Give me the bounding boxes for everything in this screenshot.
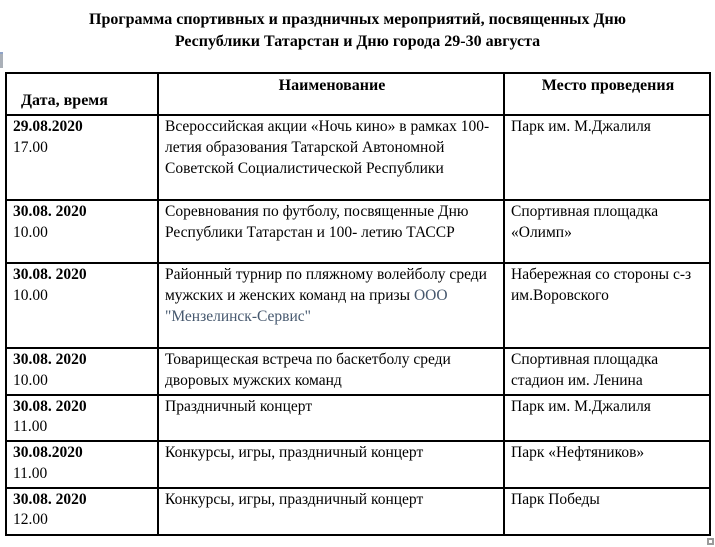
event-date: 30.08. 2020 (13, 203, 87, 220)
event-date: 29.08.2020 (13, 118, 83, 135)
event-name-text: Соревнования по футболу, посвященные Дню… (165, 203, 469, 241)
event-date-cell: 30.08. 2020 10.00 (5, 199, 159, 264)
table-resize-handle-icon[interactable] (707, 538, 714, 545)
event-date: 30.08.2020 (13, 444, 83, 462)
event-name: Праздничный концерт (157, 393, 505, 443)
margin-cursor-artifact (0, 52, 3, 68)
event-name-text: Всероссийская акции «Ночь кино» в рамках… (165, 118, 490, 177)
page-title-line-1: Программа спортивных и праздничных мероп… (89, 11, 626, 28)
event-name-highlight: ООО "Мензелинск-Сервис" (165, 286, 448, 325)
event-place: Парк им. М.Джалиля (503, 393, 711, 443)
table-row: 30.08. 2020 11.00 Праздничный концерт Па… (5, 393, 711, 443)
table-row: 30.08.2020 11.00 Конкурсы, игры, праздни… (5, 440, 711, 489)
event-date-cell: 30.08. 2020 11.00 (5, 393, 159, 443)
table-row: 30.08. 2020 10.00 Соревнования по футбол… (5, 199, 711, 264)
event-date-cell: 30.08. 2020 12.00 (5, 486, 159, 536)
event-time: 17.00 (13, 138, 48, 156)
events-table: Дата, время Наименование Место проведени… (5, 72, 711, 536)
event-time: 12.00 (13, 511, 48, 529)
event-time: 10.00 (13, 286, 48, 304)
event-name-text: Районный турнир по пляжному волейболу ср… (165, 266, 487, 304)
event-date-cell: 30.08. 2020 10.00 (5, 262, 159, 349)
event-date: 30.08. 2020 (13, 490, 87, 508)
event-name-text: Конкурсы, игры, праздничный концерт (165, 490, 424, 508)
table-row: 30.08. 2020 10.00 Товарищеская встреча п… (5, 347, 711, 396)
event-place: Парк им. М.Джалиля (503, 114, 711, 201)
event-time: 11.00 (13, 464, 48, 482)
page-title-line-2: Республики Татарстан и Дню города 29-30 … (174, 33, 541, 51)
event-name-text: Праздничный концерт (165, 397, 313, 415)
event-name: Соревнования по футболу, посвященные Дню… (157, 199, 505, 264)
event-time: 11.00 (13, 418, 48, 436)
header-name: Наименование (157, 72, 505, 116)
event-place: Спортивная площадка «Олимп» (503, 199, 711, 264)
table-row: 30.08. 2020 12.00 Конкурсы, игры, праздн… (5, 486, 711, 536)
page-title: Программа спортивных и праздничных мероп… (0, 0, 715, 53)
event-name: Районный турнир по пляжному волейболу ср… (157, 262, 505, 349)
table-row: 30.08. 2020 10.00 Районный турнир по пля… (5, 262, 711, 349)
header-place: Место проведения (503, 72, 711, 116)
event-date-cell: 30.08.2020 11.00 (5, 440, 159, 489)
event-date: 30.08. 2020 (13, 397, 87, 415)
event-place: Набережная со стороны с-з им.Воровского (503, 262, 711, 349)
event-date-cell: 30.08. 2020 10.00 (5, 347, 159, 396)
event-name: Конкурсы, игры, праздничный концерт (157, 486, 505, 536)
table-row: 29.08.2020 17.00 Всероссийская акции «Но… (5, 114, 711, 201)
header-date-time: Дата, время (5, 72, 159, 116)
event-name-text: Конкурсы, игры, праздничный концерт (165, 444, 424, 462)
event-place: Парк «Нефтяников» (503, 440, 711, 489)
table-body: 29.08.2020 17.00 Всероссийская акции «Но… (5, 114, 711, 536)
event-date: 30.08. 2020 (13, 266, 87, 283)
event-name: Всероссийская акции «Ночь кино» в рамках… (157, 114, 505, 201)
event-name-text: Товарищеская встреча по баскетболу среди… (165, 351, 451, 389)
event-place: Спортивная площадка стадион им. Ленина (503, 347, 711, 396)
event-time: 10.00 (13, 223, 48, 241)
event-time: 10.00 (13, 371, 48, 389)
event-date: 30.08. 2020 (13, 351, 87, 368)
event-place: Парк Победы (503, 486, 711, 536)
event-name: Конкурсы, игры, праздничный концерт (157, 440, 505, 489)
table-header-row: Дата, время Наименование Место проведени… (5, 72, 711, 116)
event-date-cell: 29.08.2020 17.00 (5, 114, 159, 201)
event-name: Товарищеская встреча по баскетболу среди… (157, 347, 505, 396)
